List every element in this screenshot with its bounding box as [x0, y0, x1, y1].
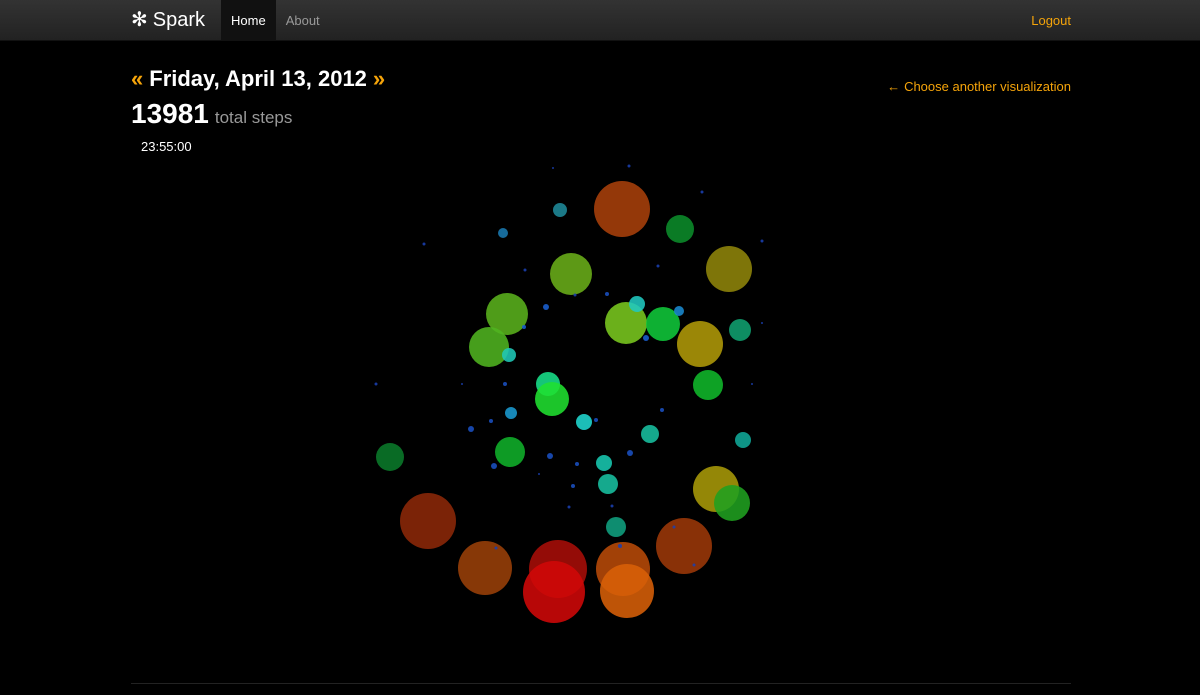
step-bubble-49	[660, 408, 664, 412]
step-bubble-44	[575, 462, 579, 466]
step-bubble-1	[666, 215, 694, 243]
footer-divider	[131, 683, 1071, 684]
step-bubble-63	[567, 505, 571, 509]
step-bubble-59	[751, 383, 753, 385]
step-bubble-2	[706, 246, 752, 292]
step-bubble-40	[503, 382, 507, 386]
brand-link[interactable]: ✻ Spark	[131, 8, 205, 32]
step-bubble-45	[491, 463, 497, 469]
step-bubble-9	[605, 302, 647, 344]
step-bubble-18	[505, 407, 517, 419]
step-bubble-10	[646, 307, 680, 341]
step-bubble-0	[594, 181, 650, 237]
step-bubble-55	[552, 167, 554, 169]
choose-visualization-link[interactable]: ← Choose another visualization	[887, 79, 1071, 94]
step-bubble-6	[486, 293, 528, 335]
step-bubble-52	[656, 264, 660, 268]
step-bubble-12	[674, 306, 684, 316]
step-bubble-22	[495, 437, 525, 467]
step-bubble-66	[692, 563, 696, 567]
step-bubble-15	[693, 370, 723, 400]
step-bubble-19	[576, 414, 592, 430]
steps-summary: 13981 total steps	[131, 98, 292, 132]
step-bubble-5	[550, 253, 592, 295]
step-bubble-7	[469, 327, 509, 367]
previous-day-link[interactable]: «	[131, 66, 144, 91]
top-navbar: ✻ Spark Home About Logout	[0, 0, 1200, 41]
next-day-link[interactable]: »	[372, 66, 386, 91]
step-bubble-67	[618, 544, 622, 548]
step-bubble-25	[376, 443, 404, 471]
nav-item-home[interactable]: Home	[221, 0, 276, 40]
step-bubble-11	[629, 296, 645, 312]
total-steps-value: 13981	[131, 98, 209, 129]
step-bubble-37	[522, 325, 526, 329]
step-bubble-28	[606, 517, 626, 537]
step-bubble-61	[461, 383, 463, 385]
asterisk-icon: ✻	[131, 9, 148, 31]
date-header: « Friday, April 13, 2012 »	[131, 64, 385, 94]
step-bubble-53	[700, 190, 704, 194]
step-bubble-42	[468, 426, 474, 432]
step-bubble-30	[656, 518, 712, 574]
step-bubble-21	[735, 432, 751, 448]
step-bubble-13	[677, 321, 723, 367]
step-bubble-34	[523, 561, 585, 623]
step-bubble-54	[627, 164, 631, 168]
step-bubble-47	[571, 484, 575, 488]
logout-link[interactable]: Logout	[1031, 12, 1071, 28]
total-steps-label: total steps	[214, 108, 293, 127]
step-bubble-31	[458, 541, 512, 595]
step-bubble-68	[494, 546, 498, 550]
step-bubble-62	[538, 473, 540, 475]
step-bubble-14	[729, 319, 751, 341]
step-bubble-51	[573, 293, 577, 297]
step-bubble-27	[714, 485, 750, 521]
left-arrow-icon: ←	[887, 79, 901, 94]
step-bubble-8	[502, 348, 516, 362]
step-bubble-3	[553, 203, 567, 217]
step-bubble-36	[543, 304, 549, 310]
step-bubble-41	[489, 419, 493, 423]
step-bubble-43	[547, 453, 553, 459]
step-bubble-58	[761, 322, 763, 324]
step-bubble-38	[643, 335, 649, 341]
step-bubble-50	[523, 268, 527, 272]
step-bubble-39	[605, 292, 609, 296]
step-bubble-56	[422, 242, 426, 246]
step-bubble-24	[598, 474, 618, 494]
step-bubble-visualization	[374, 164, 764, 623]
step-bubble-60	[374, 382, 378, 386]
step-bubble-64	[610, 504, 614, 508]
step-bubble-29	[400, 493, 456, 549]
step-bubble-46	[627, 450, 633, 456]
step-bubble-65	[672, 525, 676, 529]
step-bubble-23	[596, 455, 612, 471]
main-nav: Home About	[221, 0, 330, 40]
step-bubble-4	[498, 228, 508, 238]
step-bubble-57	[760, 239, 764, 243]
step-bubble-20	[641, 425, 659, 443]
nav-item-about[interactable]: About	[285, 12, 320, 28]
step-bubble-17	[535, 382, 569, 416]
date-title: Friday, April 13, 2012	[149, 66, 367, 91]
step-bubble-35	[600, 564, 654, 618]
step-bubble-48	[594, 418, 598, 422]
choose-visualization-label: Choose another visualization	[904, 79, 1071, 94]
brand-label: Spark	[152, 8, 206, 31]
time-readout: 23:55:00	[141, 139, 192, 154]
